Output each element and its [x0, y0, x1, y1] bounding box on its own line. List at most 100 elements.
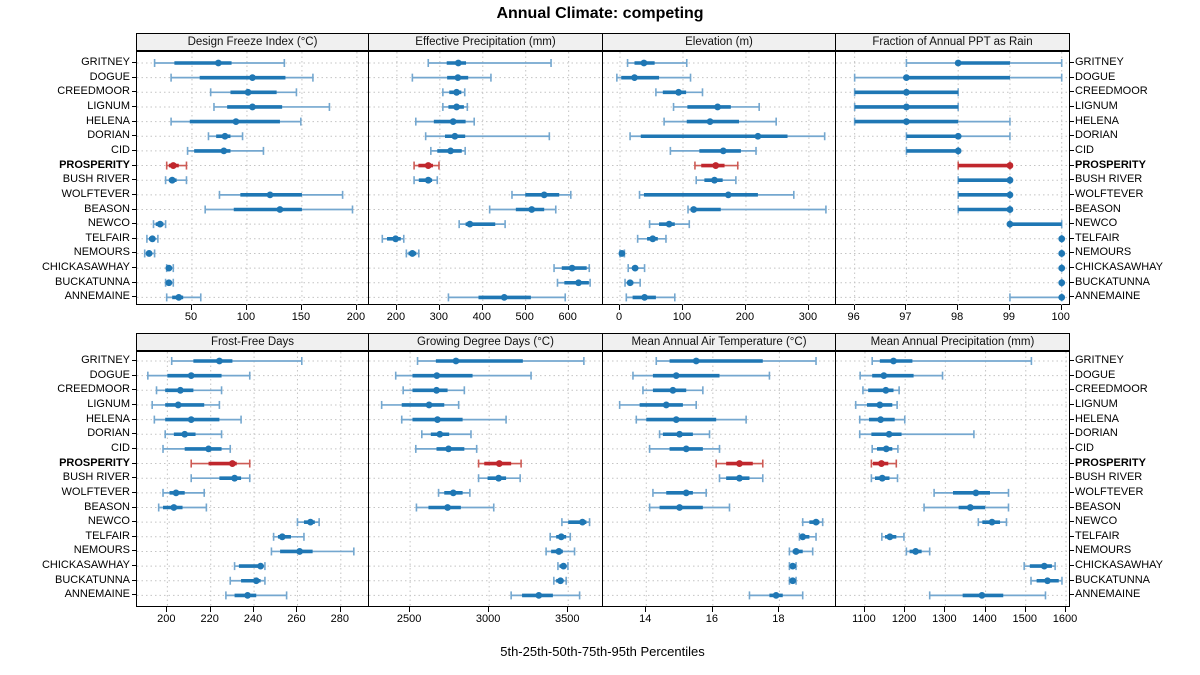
interval-creedmoor	[402, 386, 466, 395]
y-tick	[1070, 565, 1074, 567]
median-dot	[903, 74, 910, 82]
median-dot	[719, 147, 727, 155]
interval-cid	[414, 444, 478, 453]
y-tick	[1070, 179, 1074, 181]
median-dot	[878, 474, 886, 482]
median-dot	[618, 250, 626, 257]
interval-dorian	[164, 430, 223, 439]
site-label-left-wolftever: WOLFTEVER	[61, 485, 130, 498]
x-tick-label: 400	[472, 311, 491, 323]
x-tick-label: 200	[735, 311, 755, 323]
x-tick-label: 500	[515, 311, 534, 323]
interval-prosperity	[694, 161, 739, 170]
panel-strip-0: Design Freeze Index (°C)	[136, 33, 369, 51]
median-dot	[690, 206, 698, 213]
site-label-right-bush-river: BUSH RIVER	[1075, 471, 1143, 484]
median-dot	[560, 562, 567, 570]
median-dot	[392, 235, 400, 243]
median-dot	[495, 460, 503, 467]
x-tick-label: 1300	[932, 613, 957, 625]
y-tick	[1070, 62, 1074, 63]
x-axis-caption: 5th-25th-50th-75th-95th Percentiles	[500, 644, 705, 659]
median-dot	[1006, 176, 1014, 184]
site-label-left-nemours: NEMOURS	[73, 246, 130, 259]
site-label-left-telfair: TELFAIR	[85, 529, 130, 542]
site-label-right-chickasawhay: CHICKASAWHAY	[1075, 261, 1164, 274]
site-label-right-lignum: LIGNUM	[1075, 397, 1118, 410]
interval-creedmoor	[155, 386, 223, 395]
panel-5	[368, 351, 603, 608]
site-label-right-dorian: DORIAN	[1075, 129, 1118, 142]
interval-creedmoor	[209, 88, 298, 97]
x-tick-label: 0	[615, 311, 623, 323]
median-dot	[792, 548, 800, 555]
y-tick	[132, 208, 136, 210]
y-tick	[132, 135, 136, 137]
y-tick	[1070, 403, 1074, 405]
interval-dogue	[632, 371, 771, 380]
y-tick	[1070, 120, 1074, 122]
panel-strip-2: Elevation (m)	[602, 33, 836, 51]
site-label-right-nemours: NEMOURS	[1075, 544, 1132, 557]
median-dot	[1006, 191, 1014, 199]
y-tick	[132, 550, 136, 552]
interval-dorian	[658, 430, 711, 439]
y-tick	[1070, 418, 1074, 420]
x-tick	[645, 607, 647, 612]
median-dot	[278, 533, 286, 541]
site-label-left-newco: NEWCO	[87, 217, 130, 230]
median-dot	[172, 489, 180, 497]
interval-cid	[905, 146, 962, 155]
site-label-left-creedmoor: CREEDMOOR	[57, 85, 130, 98]
median-dot	[675, 88, 682, 96]
y-tick	[1070, 164, 1074, 166]
median-dot	[631, 74, 638, 82]
x-tick-label: 14	[639, 613, 652, 625]
x-tick-label: 260	[287, 613, 306, 625]
y-tick	[132, 360, 136, 361]
interval-beason	[157, 503, 208, 512]
median-dot	[682, 445, 690, 453]
interval-beason	[957, 205, 1014, 214]
median-dot	[672, 372, 680, 380]
y-tick	[132, 105, 136, 107]
x-tick-label: 99	[1002, 311, 1016, 323]
y-tick	[1070, 76, 1074, 78]
median-dot	[276, 206, 284, 213]
x-tick-label: 1400	[972, 613, 997, 625]
median-dot	[706, 118, 714, 125]
panel-strip-1: Effective Precipitation (mm)	[368, 33, 603, 51]
y-tick	[132, 76, 136, 78]
x-tick	[905, 305, 907, 310]
interval-dorian	[424, 132, 551, 141]
median-dot	[885, 430, 893, 438]
x-tick	[339, 607, 341, 612]
x-tick	[245, 305, 247, 310]
median-dot	[425, 401, 433, 409]
y-tick	[132, 164, 136, 166]
interval-cid	[648, 444, 721, 453]
y-tick	[1070, 223, 1074, 225]
interval-helena	[414, 117, 475, 126]
median-dot	[169, 162, 177, 169]
y-tick	[1070, 550, 1074, 552]
interval-newco	[458, 220, 506, 229]
site-label-left-newco: NEWCO	[87, 515, 130, 528]
median-dot	[453, 103, 460, 111]
interval-buckatunna	[553, 576, 567, 585]
median-dot	[669, 386, 677, 394]
panel-1	[368, 51, 603, 306]
y-tick	[132, 252, 136, 254]
x-tick-label: 2500	[396, 613, 422, 625]
median-dot	[307, 518, 314, 526]
x-tick	[253, 607, 255, 612]
interval-dorian	[629, 132, 826, 141]
y-tick	[132, 403, 136, 405]
interval-bush-river	[164, 176, 188, 185]
site-label-left-prosperity: PROSPERITY	[59, 456, 130, 469]
median-dot	[712, 162, 720, 169]
interval-creedmoor	[655, 88, 704, 97]
x-tick-label: 50	[184, 311, 198, 323]
median-dot	[433, 372, 441, 380]
interval-cid	[669, 146, 757, 155]
